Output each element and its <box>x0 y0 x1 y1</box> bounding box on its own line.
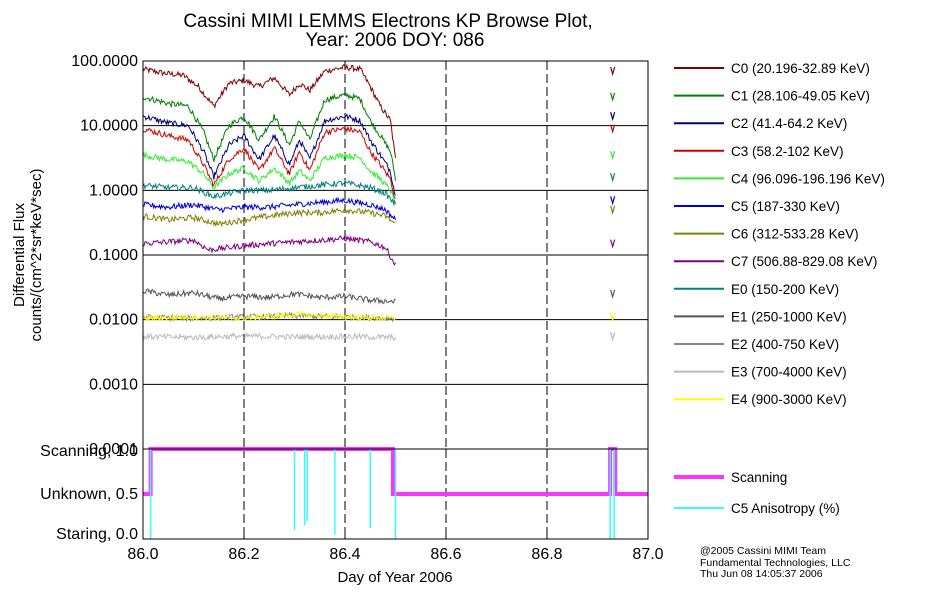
resume-point-2 <box>610 112 616 122</box>
series-line-5 <box>142 196 396 221</box>
resume-point-6 <box>610 196 616 206</box>
top-y-tick-label-0: 100.0000 <box>71 53 138 70</box>
series-line-12 <box>142 310 396 322</box>
resume-point-7 <box>610 205 616 215</box>
legend-label-6: C6 (312-533.28 KeV) <box>731 227 859 242</box>
credit-line-3: Thu Jun 08 14:05:37 2006 <box>700 568 823 580</box>
legend-label-4: C4 (96.096-196.196 KeV) <box>731 171 885 186</box>
bottom-panel-series <box>143 447 648 539</box>
series-line-2 <box>142 113 396 196</box>
y-axis-units: counts/(cm^2*sr*keV*sec) <box>28 169 45 342</box>
legend-bottom-label-0: Scanning <box>731 470 787 485</box>
legend-label-10: E2 (400-750 KeV) <box>731 337 839 352</box>
legend-bottom-label-1: C5 Anisotropy (%) <box>731 501 840 516</box>
top-y-tick-label-6: 0.0001 <box>89 441 138 458</box>
chart-title: Cassini MIMI LEMMS Electrons KP Browse P… <box>183 11 592 32</box>
legend-label-11: E3 (700-4000 KeV) <box>731 365 847 380</box>
top-panel-y-ticks: 100.0000 10.0000 1.0000 0.1000 0.0100 0.0010 0… <box>71 53 138 458</box>
legend-label-2: C2 (41.4-64.2 KeV) <box>731 116 847 131</box>
legend-label-0: C0 (20.196-32.89 KeV) <box>731 61 870 76</box>
bottom-y-tick-label-0: Scanning, 1.0 <box>40 443 138 460</box>
series-line-11 <box>142 331 396 342</box>
legend-label-12: E4 (900-3000 KeV) <box>731 392 847 407</box>
bottom-panel-x-ticks: 86.0 86.2 86.4 86.6 86.8 87.0 <box>127 533 664 563</box>
legend-label-3: C3 (58.2-102 KeV) <box>731 144 844 159</box>
legend-label-8: E0 (150-200 KeV) <box>731 282 839 297</box>
legend-label-1: C1 (28.106-49.05 KeV) <box>731 89 870 104</box>
series-line-4 <box>142 151 396 207</box>
legend-label-9: E1 (250-1000 KeV) <box>731 309 847 324</box>
series-line-1 <box>142 91 396 181</box>
series-line-7 <box>142 234 396 266</box>
credit-line-1: @2005 Cassini MIMI Team <box>700 545 826 557</box>
legend-top: C0 (20.196-32.89 KeV) C1 (28.106-49.05 Ke… <box>674 61 885 407</box>
legend-label-5: C5 (187-330 KeV) <box>731 199 840 214</box>
series-line-0 <box>142 63 396 158</box>
top-y-tick-label-1: 10.0000 <box>80 118 138 135</box>
x-tick-label-2: 86.4 <box>329 546 360 563</box>
legend-bottom: Scanning C5 Anisotropy (%) <box>674 470 840 516</box>
legend-label-7: C7 (506.88-829.08 KeV) <box>731 254 877 269</box>
credit-line-2: Fundamental Technologies, LLC <box>700 557 851 569</box>
bottom-y-tick-label-2: Staring, 0.0 <box>56 526 138 543</box>
resume-point-3 <box>610 124 616 134</box>
resume-point-0 <box>610 66 616 77</box>
top-y-tick-label-3: 0.1000 <box>89 247 138 264</box>
x-tick-label-3: 86.6 <box>430 546 461 563</box>
resume-point-1 <box>610 92 616 102</box>
x-tick-label-1: 86.2 <box>228 546 259 563</box>
top-y-tick-label-5: 0.0010 <box>89 376 138 393</box>
resume-point-9 <box>610 289 616 300</box>
top-y-tick-label-2: 1.0000 <box>89 182 138 199</box>
series-line-3 <box>142 125 396 199</box>
series-line-9 <box>142 288 396 305</box>
bottom-panel-frame <box>142 448 649 540</box>
top-panel-series <box>142 63 616 342</box>
resume-point-5 <box>610 172 616 183</box>
series-line-8 <box>142 179 396 206</box>
series-line-6 <box>142 207 396 228</box>
top-y-tick-label-4: 0.0100 <box>89 312 138 329</box>
resume-point-4 <box>610 150 616 161</box>
top-panel-grid <box>143 61 648 449</box>
y-axis-title: Differential Flux <box>11 203 28 307</box>
x-axis-title: Day of Year 2006 <box>337 569 452 586</box>
bottom-y-tick-label-1: Unknown, 0.5 <box>40 486 138 503</box>
resume-point-11 <box>610 332 616 342</box>
x-tick-label-0: 86.0 <box>127 546 158 563</box>
chart-subtitle: Year: 2006 DOY: 086 <box>306 30 485 51</box>
x-tick-label-5: 87.0 <box>632 546 663 563</box>
resume-point-8 <box>610 239 616 249</box>
x-tick-label-4: 86.8 <box>531 546 562 563</box>
bottom-panel-y-ticks: Scanning, 1.0 Unknown, 0.5 Staring, 0.0 <box>40 443 138 543</box>
resume-point-10 <box>610 312 616 323</box>
